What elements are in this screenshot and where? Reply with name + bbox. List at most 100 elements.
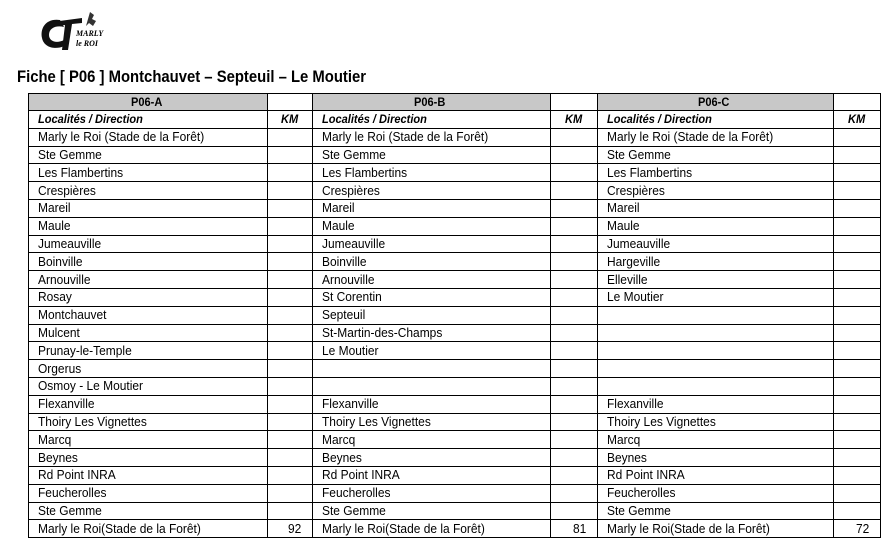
stop-cell: Mulcent — [28, 323, 268, 343]
table-row: Thoiry Les Vignettes Thoiry Les Vignettes… — [28, 412, 881, 432]
table-row: Marcq Marcq Marcq — [28, 430, 881, 450]
stop-cell: Feucherolles — [28, 483, 268, 503]
stop-cell: Marly le Roi (Stade de la Forêt) — [28, 127, 268, 147]
stop-cell: Marly le Roi (Stade de la Forêt) — [597, 127, 834, 147]
km-cell — [550, 376, 598, 396]
km-cell — [550, 483, 598, 503]
table-row: Orgerus — [28, 359, 881, 378]
km-cell — [267, 483, 313, 503]
stop-cell-text: Ste Gemme — [38, 146, 102, 162]
table-row: Montchauvet Septeuil — [28, 305, 881, 325]
stop-cell-text: Rosay — [38, 289, 72, 305]
km-cell — [833, 323, 881, 343]
km-cell — [833, 430, 881, 450]
km-cell — [550, 270, 598, 289]
route-name-header: P06-C — [597, 93, 834, 111]
km-header-blank — [833, 93, 881, 111]
km-cell — [550, 234, 598, 254]
stop-cell-text: Le Moutier — [607, 289, 664, 305]
stop-cell-text: Boinville — [38, 253, 83, 269]
route-name-header-text: P06-A — [130, 95, 163, 109]
km-cell — [550, 501, 598, 521]
km-cell — [550, 359, 598, 378]
stop-cell: Rd Point INRA — [28, 465, 268, 485]
stop-cell: Flexanville — [597, 394, 834, 414]
column-header-row: Localités / Direction KM Localités / Direc… — [28, 110, 881, 129]
km-cell — [267, 216, 313, 236]
stop-cell-text: Rd Point INRA — [38, 467, 116, 483]
km-cell — [550, 127, 598, 147]
stop-cell-text: Arnouville — [322, 271, 375, 287]
stop-cell: Rd Point INRA — [597, 465, 834, 485]
stop-cell: Marly le Roi(Stade de la Forêt) — [28, 519, 268, 539]
route-header-row: P06-A P06-B P06-C — [28, 93, 881, 111]
km-cell — [833, 465, 881, 485]
stop-cell-text: Ste Gemme — [38, 502, 102, 518]
stop-cell: Feucherolles — [597, 483, 834, 503]
stop-cell-text: St-Martin-des-Champs — [322, 324, 443, 340]
stop-cell-text: Beynes — [607, 449, 647, 465]
km-cell — [550, 394, 598, 414]
stop-cell-text: Marly le Roi(Stade de la Forêt) — [322, 520, 485, 536]
km-cell-text: 92 — [287, 520, 301, 536]
stop-cell: Thoiry Les Vignettes — [597, 412, 834, 432]
stop-cell: Le Moutier — [597, 287, 834, 307]
stop-cell: Jumeauville — [312, 234, 551, 254]
table-row: Feucherolles Feucherolles Feucherolles — [28, 483, 881, 503]
table-row: Jumeauville Jumeauville Jumeauville — [28, 234, 881, 254]
km-cell — [833, 501, 881, 521]
stop-cell — [312, 359, 551, 378]
stop-cell: Marcq — [312, 430, 551, 450]
stop-cell-text: Flexanville — [38, 396, 95, 412]
km-cell — [267, 270, 313, 289]
stop-cell-text: Orgerus — [38, 360, 82, 376]
km-cell: 81 — [550, 519, 598, 539]
stop-cell: Crespières — [312, 181, 551, 200]
stop-cell-text: Beynes — [38, 449, 78, 465]
km-cell — [833, 341, 881, 361]
stop-cell: Flexanville — [28, 394, 268, 414]
stop-cell: Montchauvet — [28, 305, 268, 325]
stop-cell-text: Marly le Roi (Stade de la Forêt) — [607, 129, 774, 145]
stop-cell-text: Flexanville — [322, 396, 379, 412]
stop-cell: Prunay-le-Temple — [28, 341, 268, 361]
table-row: Arnouville Arnouville Elleville — [28, 270, 881, 289]
km-header: KM — [833, 110, 881, 129]
stop-cell-text: Maule — [607, 218, 640, 234]
km-cell — [267, 181, 313, 200]
km-cell — [267, 145, 313, 165]
km-cell — [267, 465, 313, 485]
km-cell — [550, 145, 598, 165]
stop-cell: Le Moutier — [312, 341, 551, 361]
stop-cell: Jumeauville — [597, 234, 834, 254]
stop-cell-text: Maule — [322, 218, 355, 234]
stop-cell — [597, 359, 834, 378]
km-cell — [833, 359, 881, 378]
stop-cell: Marcq — [28, 430, 268, 450]
km-cell — [267, 359, 313, 378]
km-cell — [267, 305, 313, 325]
km-header-text: KM — [847, 112, 865, 127]
stop-cell-text: Maule — [38, 218, 71, 234]
km-cell — [833, 181, 881, 200]
km-cell — [267, 323, 313, 343]
stop-cell: Orgerus — [28, 359, 268, 378]
localites-header: Localités / Direction — [312, 110, 551, 129]
table-row: Osmoy - Le Moutier — [28, 376, 881, 396]
table-row: Flexanville Flexanville Flexanville — [28, 394, 881, 414]
stop-cell — [597, 376, 834, 396]
stop-cell: Thoiry Les Vignettes — [312, 412, 551, 432]
km-header: KM — [267, 110, 313, 129]
stop-cell-text: Crespières — [607, 182, 665, 198]
stop-cell: Ste Gemme — [312, 501, 551, 521]
stop-cell-text: Flexanville — [607, 396, 664, 412]
km-cell — [267, 376, 313, 396]
table-row: Rosay St Corentin Le Moutier — [28, 287, 881, 307]
km-cell — [550, 430, 598, 450]
km-cell — [550, 216, 598, 236]
stop-cell-text: Osmoy - Le Moutier — [38, 378, 144, 394]
stop-cell: Les Flambertins — [28, 163, 268, 183]
table-row: Ste Gemme Ste Gemme Ste Gemme — [28, 501, 881, 521]
km-cell — [550, 305, 598, 325]
km-cell — [267, 287, 313, 307]
